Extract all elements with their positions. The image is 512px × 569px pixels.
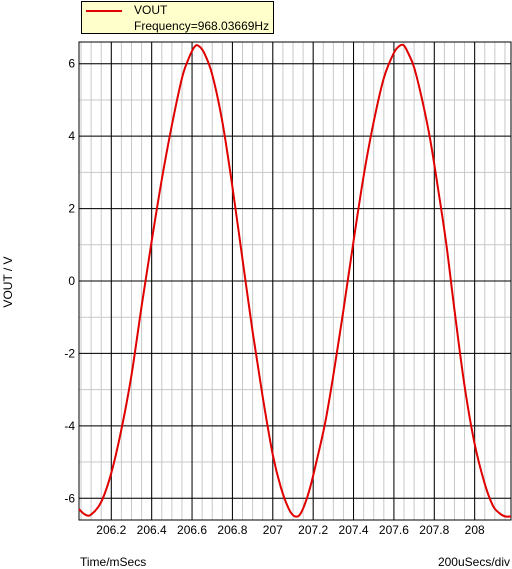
legend-frequency: Frequency=968.03669Hz bbox=[134, 19, 270, 33]
legend: VOUT Frequency=968.03669Hz bbox=[81, 1, 274, 34]
y-tick-label: 0 bbox=[68, 274, 75, 288]
y-tick-label: 4 bbox=[68, 129, 75, 143]
x-tick-label: 206.8 bbox=[217, 523, 247, 537]
x-tick-label: 206.6 bbox=[177, 523, 207, 537]
y-tick-label: 2 bbox=[68, 202, 75, 216]
major-grid bbox=[79, 42, 511, 520]
x-tick-label: 207.2 bbox=[298, 523, 328, 537]
series-line-vout bbox=[78, 43, 512, 518]
x-tick-label: 207.6 bbox=[379, 523, 409, 537]
x-tick-label: 207 bbox=[263, 523, 283, 537]
x-tick-labels: 206.2 206.4 206.6 206.8 207 207.2 207.4 207.6 20… bbox=[96, 523, 485, 537]
x-axis-label: Time/mSecs bbox=[80, 555, 147, 569]
x-tick-label: 207.8 bbox=[419, 523, 449, 537]
x-tick-label: 206.4 bbox=[137, 523, 167, 537]
x-tick-label: 207.4 bbox=[339, 523, 369, 537]
y-tick-labels: 6 4 2 0 -2 -4 -6 bbox=[64, 57, 75, 506]
legend-series-name: VOUT bbox=[134, 3, 168, 17]
x-division-label: 200uSecs/div bbox=[437, 555, 510, 569]
y-tick-label: 6 bbox=[68, 57, 75, 71]
y-tick-label: -6 bbox=[64, 491, 75, 505]
x-tick-label: 206.2 bbox=[96, 523, 126, 537]
y-axis-label: VOUT / V bbox=[1, 256, 15, 307]
plot-frame bbox=[78, 41, 512, 521]
x-tick-label: 208 bbox=[465, 523, 485, 537]
legend-swatch-vout bbox=[86, 10, 122, 12]
y-tick-label: -2 bbox=[64, 346, 75, 360]
y-tick-label: -4 bbox=[64, 419, 75, 433]
